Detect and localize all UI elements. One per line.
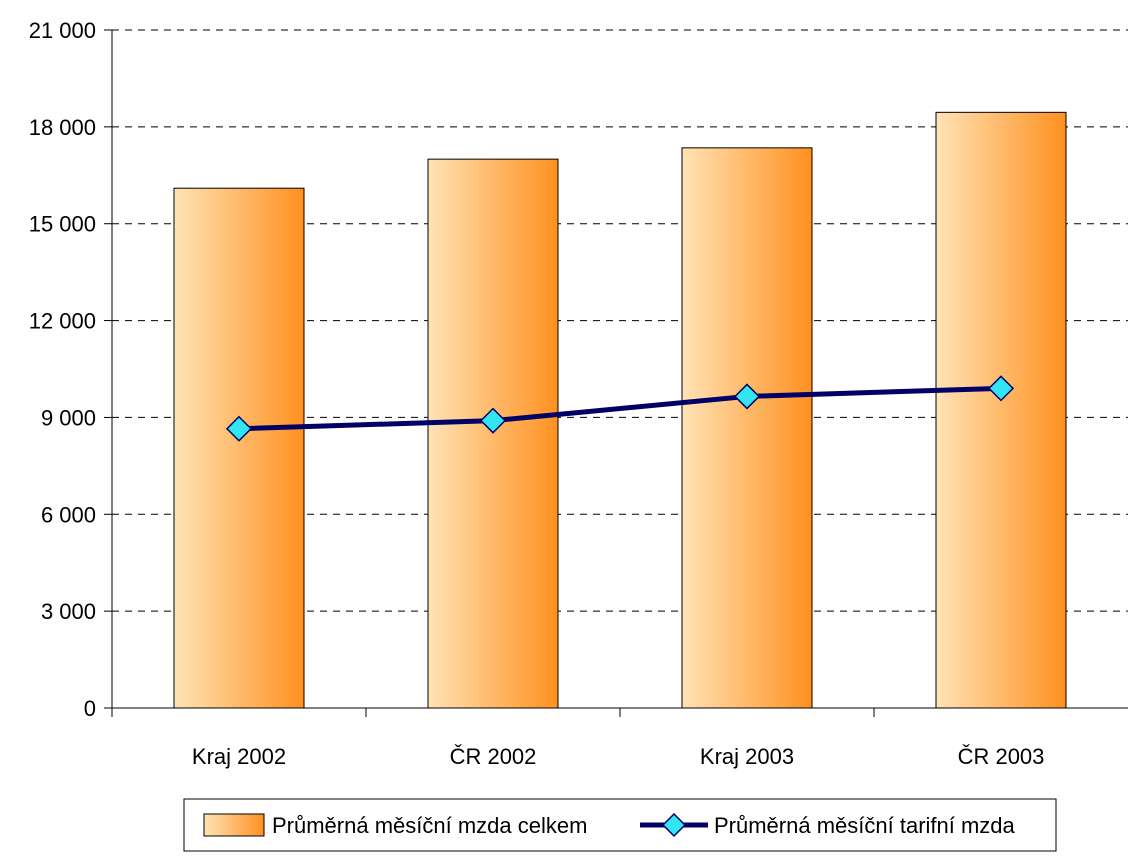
bar: [173, 187, 305, 709]
x-tick-label: Kraj 2003: [700, 744, 794, 769]
line-point: [225, 415, 253, 442]
legend-marker: [661, 812, 687, 838]
x-tick-label: ČR 2003: [958, 744, 1045, 769]
legend-label-line: Průměrná měsíční tarifní mzda: [714, 813, 1016, 838]
y-tick-label: 9 000: [41, 405, 96, 430]
y-tick-label: 15 000: [29, 212, 96, 237]
line-point: [479, 407, 507, 434]
legend: Průměrná měsíční mzda celkem Průměrná měs…: [183, 798, 1057, 852]
x-tick-label: ČR 2002: [450, 744, 537, 769]
line-point: [733, 383, 761, 410]
axis-labels: 0 3 000 6 000 9 000 12 000 15 000 18 000 21 000…: [29, 18, 1045, 769]
y-tick-label: 18 000: [29, 115, 96, 140]
bar: [935, 111, 1067, 709]
line-series: [225, 375, 1015, 442]
x-tick-label: Kraj 2002: [192, 744, 286, 769]
axes: [104, 29, 1128, 717]
series-line: [238, 385, 1002, 432]
y-tick-label: 21 000: [29, 18, 96, 43]
y-tick-label: 3 000: [41, 599, 96, 624]
legend-swatch-bar: [203, 813, 265, 837]
legend-label-bar: Průměrná měsíční mzda celkem: [272, 813, 587, 838]
bar: [681, 147, 813, 709]
y-tick-label: 12 000: [29, 309, 96, 334]
y-tick-label: 6 000: [41, 502, 96, 527]
line-point: [987, 375, 1015, 402]
legend-box: [183, 798, 1057, 852]
y-tick-label: 0: [84, 696, 96, 721]
